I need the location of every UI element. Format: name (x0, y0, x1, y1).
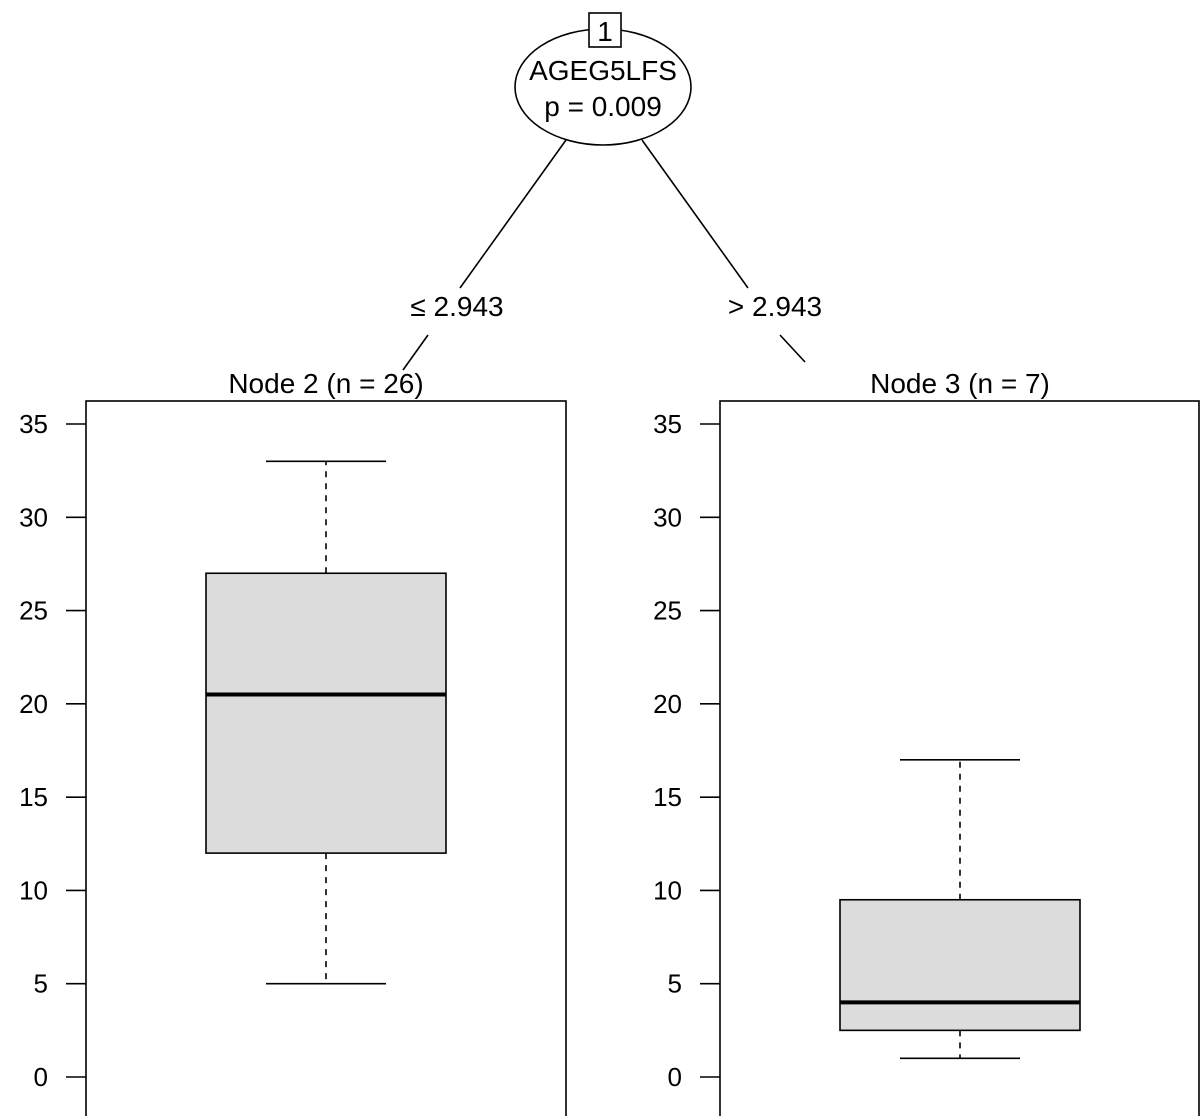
y-tick-label: 15 (19, 782, 48, 812)
y-tick-label: 25 (19, 596, 48, 626)
edge-right-lower (779, 334, 806, 363)
root-split-variable: AGEG5LFS (529, 55, 677, 86)
y-tick-label: 30 (19, 502, 48, 532)
node-2-panel: Node 2 (n = 26) 0 5 10 15 20 25 30 35 (19, 368, 567, 1116)
y-tick-label: 5 (668, 969, 682, 999)
edge-left-lower (402, 334, 429, 371)
panel-title: Node 2 (n = 26) (228, 368, 423, 399)
root-node-id: 1 (597, 16, 613, 47)
root-node-id-box (588, 12, 622, 48)
iqr-box (205, 572, 447, 854)
y-tick-label: 35 (19, 409, 48, 439)
edge-label-left: ≤ 2.943 (410, 291, 503, 322)
y-tick-label: 35 (653, 409, 682, 439)
y-tick-label: 0 (34, 1062, 48, 1092)
panel-title: Node 3 (n = 7) (870, 368, 1050, 399)
edge-right-upper (641, 139, 749, 289)
node-3-panel: Node 3 (n = 7) 0 5 10 15 20 25 30 35 (653, 368, 1200, 1116)
y-tick-label: 20 (19, 689, 48, 719)
edge-left-upper (459, 139, 567, 289)
y-tick-label: 10 (19, 875, 48, 905)
root-p-value: p = 0.009 (544, 91, 662, 122)
iqr-box (839, 898, 1081, 1032)
y-tick-label: 10 (653, 875, 682, 905)
y-tick-label: 0 (668, 1062, 682, 1092)
y-tick-label: 15 (653, 782, 682, 812)
y-tick-label: 25 (653, 596, 682, 626)
y-tick-label: 20 (653, 689, 682, 719)
y-tick-label: 5 (34, 969, 48, 999)
panel-frame (719, 400, 1200, 1116)
y-tick-label: 30 (653, 502, 682, 532)
edge-label-right: > 2.943 (728, 291, 822, 322)
panel-frame (85, 400, 567, 1116)
